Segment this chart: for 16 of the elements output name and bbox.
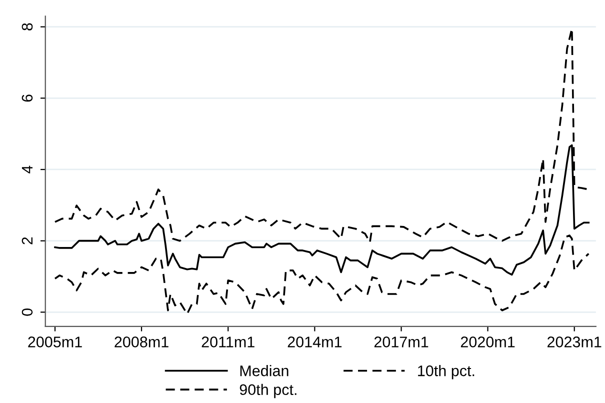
line-series (54, 234, 590, 315)
x-tick-label: 2020m1 (460, 336, 515, 348)
x-tick-label: 2023m1 (548, 336, 602, 348)
y-tick-label: 2 (22, 237, 32, 244)
y-tick-label: 6 (22, 94, 33, 102)
legend-label: Median (240, 365, 288, 376)
legend-label: 90th pct. (240, 384, 296, 398)
y-tick-label: 8 (22, 23, 33, 30)
x-tick-label: 2008m1 (114, 336, 168, 348)
x-tick-label: 2017m1 (374, 336, 428, 348)
legend-label: 10th pct. (418, 365, 474, 380)
x-tick-label: 2011m1 (202, 336, 254, 348)
x-tick-label: 2014m1 (288, 336, 342, 348)
y-tick-label: 4 (22, 166, 32, 174)
x-tick-label: 2005m1 (28, 336, 82, 348)
y-tick-label: 0 (22, 308, 33, 316)
